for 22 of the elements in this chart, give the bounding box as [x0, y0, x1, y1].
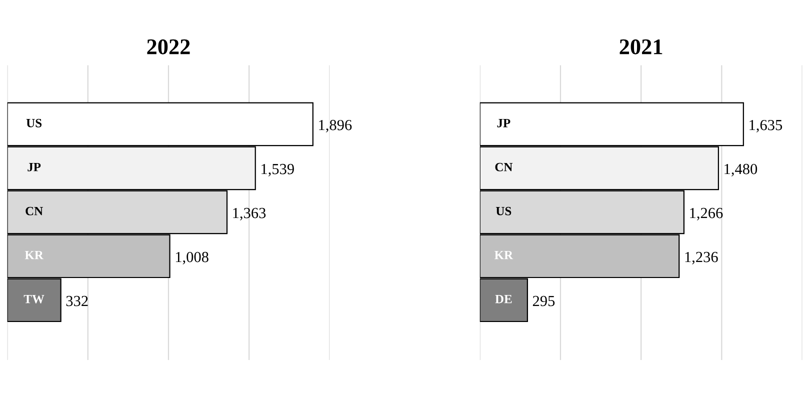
data-label: 1,539: [262, 164, 294, 176]
y-tick-label: US: [496, 206, 512, 216]
data-label: 1,635: [750, 120, 782, 132]
y-tick-label: US: [26, 118, 42, 128]
chart-title: 2021: [620, 39, 662, 54]
y-tick-label: KR: [24, 250, 44, 260]
data-label: 1,480: [724, 164, 758, 176]
data-label: 1,896: [319, 120, 352, 132]
data-label: 1,236: [685, 252, 718, 264]
y-tick-label: JP: [28, 163, 41, 172]
data-label: 1,266: [690, 208, 723, 220]
y-tick-label: CN: [26, 206, 43, 216]
data-label: 1,008: [176, 252, 208, 264]
chart-title: 2022: [147, 39, 190, 54]
y-tick-label: CN: [495, 162, 513, 172]
data-label: 1,363: [233, 208, 266, 220]
y-tick-label: TW: [24, 294, 44, 304]
y-tick-label: KR: [494, 250, 514, 260]
data-label: 295: [532, 296, 555, 306]
y-tick-label: DE: [495, 294, 512, 304]
data-label: 332: [66, 296, 88, 306]
y-tick-label: JP: [497, 119, 510, 128]
